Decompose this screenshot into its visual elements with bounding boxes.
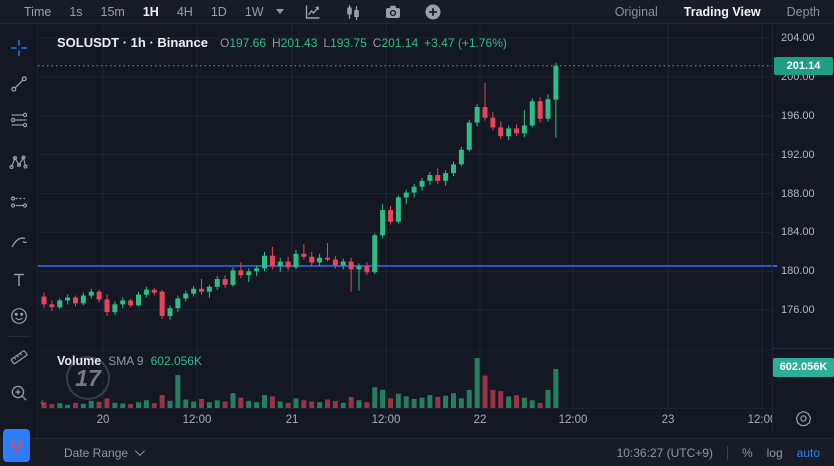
price-axis-label: 176.00 (781, 304, 815, 317)
bottom-bar: Date Range 10:36:27 (UTC+9) % log auto (0, 438, 834, 466)
crosshair-icon[interactable] (5, 34, 33, 62)
chart-region: SOLUSDT · 1h · Binance O 197.66 H 201.43 L… (38, 24, 834, 432)
time-axis-label: 12:00 (558, 414, 588, 426)
chart-style-icon[interactable] (304, 3, 322, 21)
add-indicator-icon[interactable] (424, 3, 442, 21)
time-axis-label: 12:00 (747, 414, 772, 426)
high-value: 201.43 (280, 35, 318, 50)
time-axis-label: 20 (96, 414, 110, 426)
high-label: H (272, 35, 281, 50)
horizontal-lines-icon[interactable] (5, 106, 33, 134)
ohlc-legend: SOLUSDT · 1h · Binance O 197.66 H 201.43 L… (57, 35, 507, 50)
trendline-icon[interactable] (5, 70, 33, 98)
gear-icon[interactable] (795, 410, 812, 430)
watermark-logo: 17 (66, 356, 110, 400)
chevron-left-icon[interactable]: ‹ (40, 394, 45, 409)
volume-badge: 602.056K (773, 358, 834, 377)
price-axis[interactable]: 201.14 602.056K 204.00 200.00 196.00 192.00… (772, 24, 834, 432)
timeframe-15m[interactable]: 15m (100, 4, 125, 19)
date-range-button[interactable]: Date Range (64, 445, 145, 460)
close-value: 201.14 (381, 35, 419, 50)
price-axis-label: 180.00 (781, 265, 815, 278)
chevron-down-icon (135, 446, 145, 457)
timeframe-1h[interactable]: 1H (142, 4, 159, 19)
log-scale-button[interactable]: log (766, 445, 783, 460)
timeframe-dropdown-caret-icon[interactable] (275, 9, 284, 14)
clock-display[interactable]: 10:36:27 (UTC+9) (616, 445, 713, 460)
tab-original[interactable]: Original (614, 4, 658, 19)
symbol-title[interactable]: SOLUSDT · 1h · Binance (57, 35, 208, 50)
candlestick-chart[interactable] (38, 24, 772, 432)
emoji-icon[interactable] (5, 302, 33, 330)
drawn-line-axis-marker (773, 264, 777, 267)
timeframe-group: Time 1s 15m 1H 4H 1D 1W (16, 3, 272, 21)
time-axis[interactable]: 20 12:00 21 12:00 22 12:00 23 12:00 (38, 408, 772, 432)
xabcd-pattern-icon[interactable] (5, 148, 33, 176)
close-label: C (372, 35, 382, 50)
axis-settings-corner (772, 408, 834, 432)
date-range-label: Date Range (64, 445, 129, 460)
volume-label[interactable]: Volume (57, 354, 102, 368)
time-axis-label: 12:00 (182, 414, 212, 426)
price-axis-label: 188.00 (781, 187, 815, 200)
projection-icon[interactable] (5, 188, 33, 216)
time-axis-label: 22 (473, 414, 487, 426)
open-value: 197.66 (229, 35, 267, 50)
axis-pane-separator (773, 348, 834, 349)
open-label: O (219, 35, 230, 50)
volume-value: 602.056K (150, 354, 202, 368)
time-axis-label: 21 (285, 414, 299, 426)
low-label: L (323, 35, 331, 50)
magnet-button[interactable] (3, 429, 30, 462)
zoom-in-icon[interactable] (5, 379, 33, 407)
price-axis-label: 192.00 (781, 148, 815, 161)
toolbar-divider (7, 336, 30, 337)
price-axis-label: 204.00 (781, 32, 815, 44)
tab-trading-view[interactable]: Trading View (683, 4, 761, 19)
timeframe-1d[interactable]: 1D (210, 4, 227, 19)
last-price-badge: 201.14 (774, 56, 833, 75)
change-value: +3.47 (+1.76%) (424, 35, 507, 50)
timeframe-1s[interactable]: 1s (69, 4, 83, 19)
ruler-icon[interactable] (5, 343, 33, 371)
volume-legend: Volume SMA 9 602.056K (57, 354, 202, 368)
low-value: 193.75 (330, 35, 367, 50)
time-axis-label: 12:00 (371, 414, 401, 426)
bottombar-divider (726, 445, 728, 460)
top-toolbar: Time 1s 15m 1H 4H 1D 1W (0, 0, 834, 24)
camera-icon[interactable] (384, 3, 402, 21)
brush-icon[interactable] (5, 228, 33, 256)
compare-candles-icon[interactable] (344, 3, 362, 21)
auto-scale-button[interactable]: auto (796, 445, 820, 460)
text-tool-icon[interactable] (5, 266, 33, 294)
volume-sma-label: SMA 9 (108, 354, 144, 368)
timeframe-time[interactable]: Time (24, 4, 52, 19)
percent-scale-button[interactable]: % (741, 445, 753, 460)
price-axis-label: 196.00 (781, 109, 815, 122)
timeframe-4h[interactable]: 4H (176, 4, 193, 19)
timeframe-1w[interactable]: 1W (244, 4, 264, 19)
tab-depth[interactable]: Depth (786, 4, 820, 19)
time-axis-label: 23 (661, 414, 675, 426)
price-axis-label: 184.00 (781, 226, 815, 239)
chart-view-tabs: Original Trading View Depth (615, 5, 820, 19)
drawing-toolbar (0, 24, 38, 438)
